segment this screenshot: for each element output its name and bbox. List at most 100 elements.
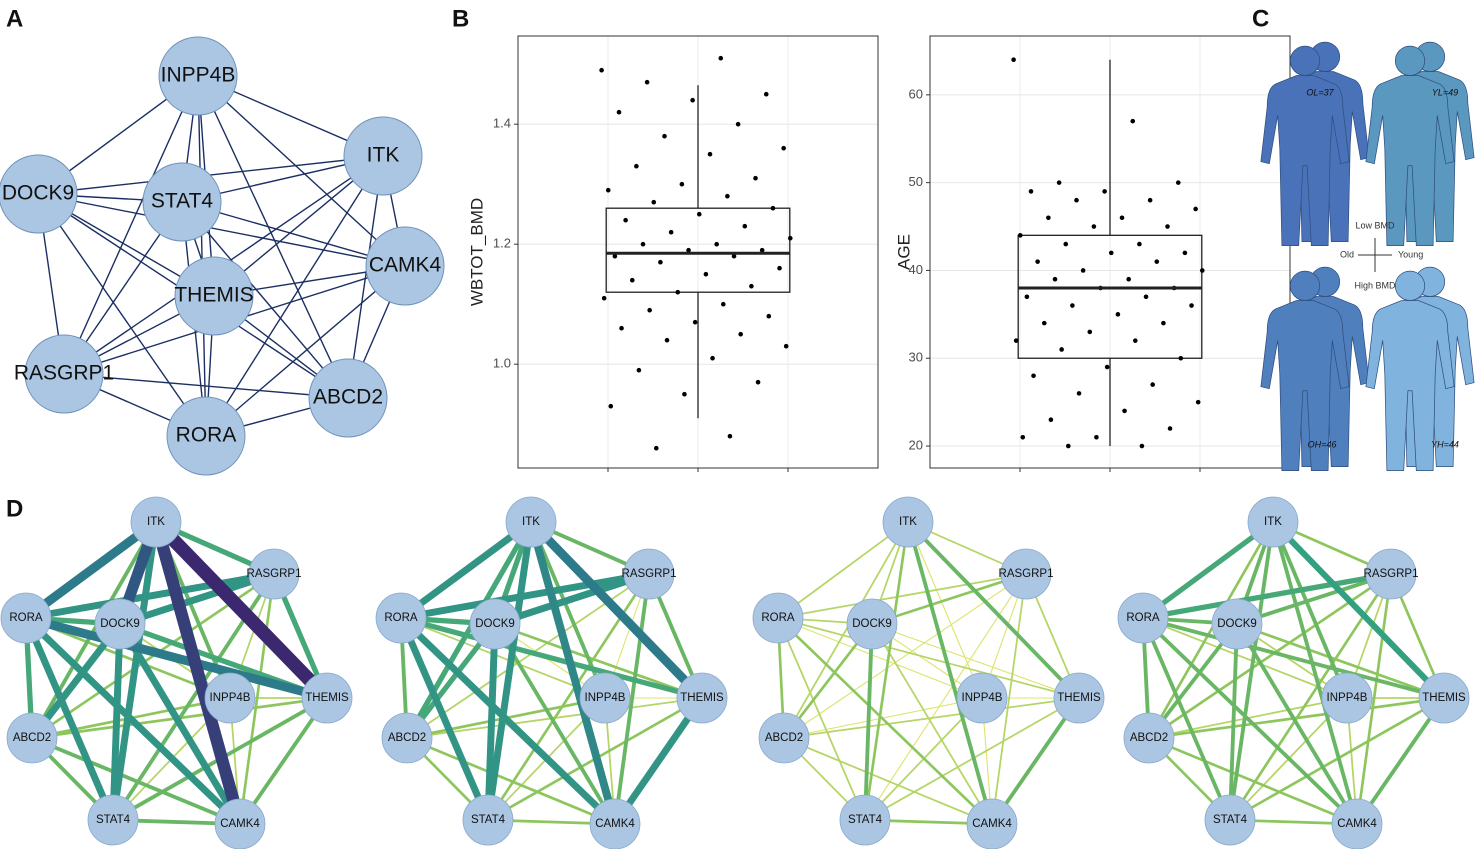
node-label: INPP4B	[1327, 692, 1368, 704]
edge	[484, 521, 535, 821]
point	[1119, 215, 1125, 221]
node-label: INPP4B	[585, 692, 626, 704]
node-label: ITK	[899, 516, 917, 528]
node-label: ITK	[1264, 516, 1282, 528]
edge	[25, 570, 275, 622]
edge	[1141, 519, 1275, 621]
edge	[205, 155, 384, 437]
point	[696, 211, 702, 217]
panel-label: D	[6, 495, 23, 522]
node	[966, 798, 1018, 849]
edge	[1270, 519, 1447, 701]
point	[1063, 241, 1069, 247]
node-label: THEMIS	[1422, 692, 1466, 704]
point	[692, 319, 698, 325]
y-tick-label: 40	[909, 262, 923, 277]
edge	[31, 736, 241, 826]
silhouette-body	[1260, 75, 1350, 246]
node	[204, 672, 256, 724]
network-a: INPP4B ITK DOCK9 STAT4 CAMK4 THEMIS RASGRP1 ABC…	[0, 36, 445, 476]
node-label: DOCK9	[852, 618, 892, 630]
point	[616, 109, 622, 115]
node	[214, 798, 266, 849]
point	[1130, 118, 1136, 124]
point	[1017, 233, 1023, 238]
point	[755, 379, 761, 385]
point	[634, 163, 639, 169]
edge	[1142, 571, 1392, 621]
node	[1211, 598, 1263, 650]
node	[1321, 672, 1373, 724]
y-axis-title: WBTOT_BMD	[467, 198, 486, 306]
node	[505, 496, 557, 548]
node	[248, 548, 300, 600]
node-label: CAMK4	[220, 818, 260, 830]
edge	[777, 573, 1027, 619]
point	[668, 229, 674, 235]
axis-label: Low BMD	[1355, 220, 1395, 230]
point	[1076, 391, 1082, 396]
network-d: ITK RASGRP1 RORA DOCK9 INPP4B THEMIS ABCD2 STAT…	[752, 496, 1105, 849]
node-label: ABCD2	[765, 732, 803, 744]
edge	[22, 616, 117, 822]
edge	[151, 517, 332, 703]
point	[686, 247, 691, 253]
point	[731, 253, 737, 259]
point	[1048, 417, 1054, 423]
group-label: OL=37	[1306, 87, 1334, 97]
edge	[1141, 617, 1232, 821]
network-d: ITK RASGRP1 RORA DOCK9 INPP4B THEMIS ABCD2 STAT…	[1117, 496, 1470, 849]
edge	[1271, 521, 1359, 825]
node-label: RASGRP1	[622, 568, 677, 580]
y-tick-label: 30	[909, 350, 923, 365]
edge	[484, 623, 499, 821]
point	[1178, 355, 1184, 361]
node	[166, 396, 246, 476]
edge	[777, 617, 866, 821]
node-label: RORA	[384, 612, 418, 624]
node-label: ABCD2	[388, 732, 426, 744]
silhouette-head	[1394, 270, 1426, 301]
node-label: INPP4B	[210, 692, 251, 704]
node-label: RASGRP1	[14, 362, 114, 385]
point	[753, 175, 758, 181]
point	[1132, 338, 1138, 343]
node	[87, 794, 139, 846]
point	[735, 121, 741, 127]
point	[629, 277, 635, 283]
point	[1020, 434, 1026, 440]
edge	[400, 570, 650, 622]
node	[462, 794, 514, 846]
group-label: YH=44	[1431, 439, 1459, 449]
point	[1182, 250, 1188, 256]
edge	[783, 521, 909, 739]
edge	[1142, 616, 1445, 700]
y-tick-label: 20	[909, 437, 923, 452]
panel-label: A	[6, 5, 23, 32]
edge	[1355, 573, 1393, 825]
edge	[205, 265, 406, 437]
node-label: ABCD2	[1130, 732, 1168, 744]
node	[1204, 794, 1256, 846]
edge	[238, 573, 276, 825]
edge	[871, 623, 1080, 699]
point	[1143, 294, 1149, 300]
point	[1031, 373, 1036, 379]
point	[1059, 347, 1064, 352]
node-label: INPP4B	[962, 692, 1003, 704]
edge	[906, 520, 1081, 700]
point	[1122, 408, 1127, 414]
point	[1150, 382, 1155, 387]
edge	[238, 696, 329, 826]
node	[1000, 548, 1052, 600]
edge	[117, 622, 243, 826]
edge	[493, 623, 617, 825]
node-label: STAT4	[96, 814, 131, 826]
node	[579, 672, 631, 724]
box	[605, 207, 791, 293]
node	[839, 794, 891, 846]
edge	[181, 201, 349, 399]
y-tick-label: 60	[909, 86, 923, 101]
node	[589, 798, 641, 849]
y-axis-title: AGE	[894, 234, 913, 270]
